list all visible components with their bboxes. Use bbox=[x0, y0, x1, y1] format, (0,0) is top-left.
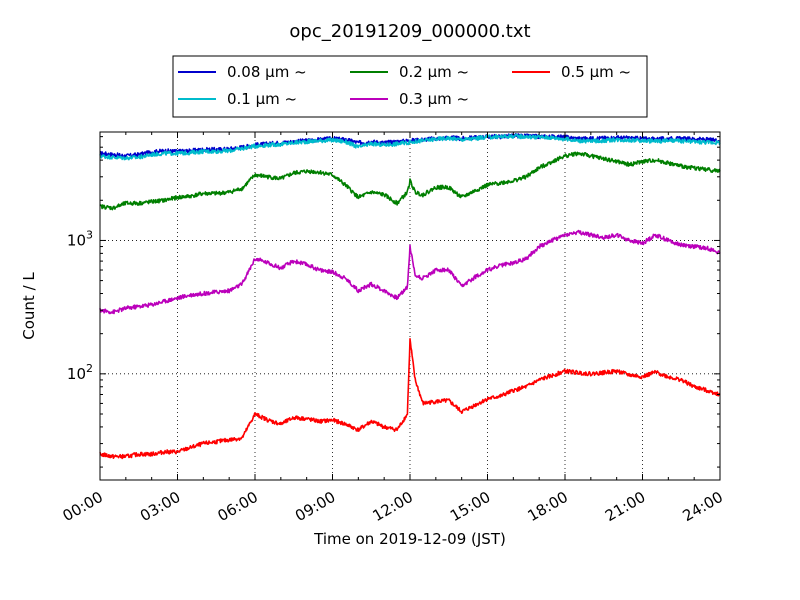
series-line bbox=[99, 151, 721, 211]
x-tick-label: 12:00 bbox=[370, 488, 416, 525]
plot-frame bbox=[99, 131, 721, 481]
x-tick-label: 06:00 bbox=[215, 488, 261, 525]
legend-label: 0.3 μm ~ bbox=[399, 90, 469, 108]
chart-title: opc_20191209_000000.txt bbox=[289, 21, 530, 42]
y-axis-label: Count / L bbox=[20, 272, 38, 340]
x-tick-label: 24:00 bbox=[680, 488, 726, 525]
x-tick-label: 03:00 bbox=[137, 488, 183, 525]
x-axis-label: Time on 2019-12-09 (JST) bbox=[313, 530, 506, 548]
legend-label: 0.2 μm ~ bbox=[399, 63, 469, 81]
legend-box bbox=[172, 55, 648, 118]
y-tick-label: 103 bbox=[67, 228, 93, 249]
series-line bbox=[99, 229, 721, 315]
plot-area bbox=[99, 131, 721, 481]
legend-label: 0.1 μm ~ bbox=[227, 90, 297, 108]
y-tick-label: 102 bbox=[67, 362, 93, 383]
series-line bbox=[99, 133, 721, 161]
x-tick-label: 21:00 bbox=[602, 488, 648, 525]
series-line bbox=[99, 337, 721, 460]
x-tick-label: 09:00 bbox=[292, 488, 338, 525]
legend-label: 0.5 μm ~ bbox=[561, 63, 631, 81]
x-tick-label: 15:00 bbox=[447, 488, 493, 525]
x-tick-label: 00:00 bbox=[60, 488, 106, 525]
x-tick-label: 18:00 bbox=[525, 488, 571, 525]
legend-label: 0.08 μm ~ bbox=[227, 63, 307, 81]
legend: 0.08 μm ~ 0.1 μm ~ 0.2 μm ~ 0.3 μm ~ 0.5 μm … bbox=[172, 55, 648, 118]
